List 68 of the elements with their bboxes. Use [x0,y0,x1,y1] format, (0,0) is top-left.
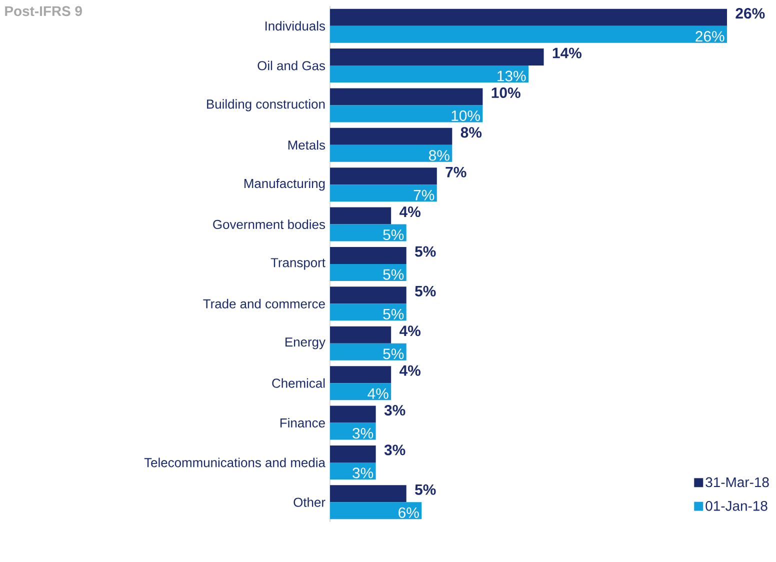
y-tick-label: Finance [280,418,325,428]
bar [330,445,376,462]
data-label: 5% [415,246,436,257]
bar [330,224,406,242]
bar [330,264,406,281]
data-label: 13% [498,70,526,82]
data-label: 4% [400,365,420,376]
y-tick-label: Other [294,497,326,507]
data-label: 4% [368,388,388,399]
y-tick-label: Transport [270,258,326,270]
data-label: 5% [415,286,436,296]
data-label: 4% [400,326,420,336]
bar [330,343,406,360]
bar [330,304,406,321]
data-label: 5% [383,308,404,320]
y-tick-label: Building construction [207,99,325,112]
data-label: 10% [492,87,520,98]
legend-label: 31-Mar-18 [706,477,769,488]
bar [330,168,437,185]
data-label: 26% [696,31,724,42]
data-label: 6% [398,507,419,518]
bar [330,144,452,162]
text: Post-IFRS 9 [5,6,82,16]
data-label: 4% [400,206,420,218]
data-label: 14% [552,48,582,58]
data-label: 3% [384,404,406,416]
bar [330,462,376,480]
legend-label: 01-Jan-18 [706,500,768,511]
bar [330,485,406,502]
bar [330,406,376,423]
data-label: 7% [446,166,466,178]
bar [330,26,728,43]
bar [330,8,728,26]
data-label: 3% [384,444,406,456]
y-tick-label: Telecommunications and media [144,458,326,468]
y-tick-label: Energy [286,338,326,350]
y-tick-label: Government bodies [213,220,326,230]
data-label: 8% [429,150,450,161]
bar [330,422,376,440]
data-label: 26% [736,8,765,19]
bar [330,383,392,400]
bar [330,66,529,83]
data-label: 5% [383,269,404,280]
data-label: 3% [352,468,374,478]
data-label: 3% [352,428,374,439]
bar [330,105,483,122]
y-tick-label: Metals [288,140,326,150]
bar [330,128,452,145]
y-tick-label: Individuals [265,21,326,31]
y-tick-label: Oil and Gas [258,60,326,70]
data-label: 5% [383,230,404,240]
data-label: 10% [452,110,480,122]
bar [330,207,392,224]
y-tick-label: Trade and commerce [203,298,325,308]
y-tick-label: Manufacturing [244,178,325,191]
data-label: 7% [414,190,434,200]
bar [330,286,406,304]
bar [330,502,422,520]
data-label: 5% [415,484,436,495]
bar [330,184,437,202]
bar [330,326,392,344]
bar [330,366,392,384]
bar [330,48,544,66]
data-label: 5% [383,348,404,360]
data-label: 8% [460,127,482,138]
bar [330,246,406,264]
y-tick-label: Chemical [272,378,325,388]
bar [330,88,483,106]
